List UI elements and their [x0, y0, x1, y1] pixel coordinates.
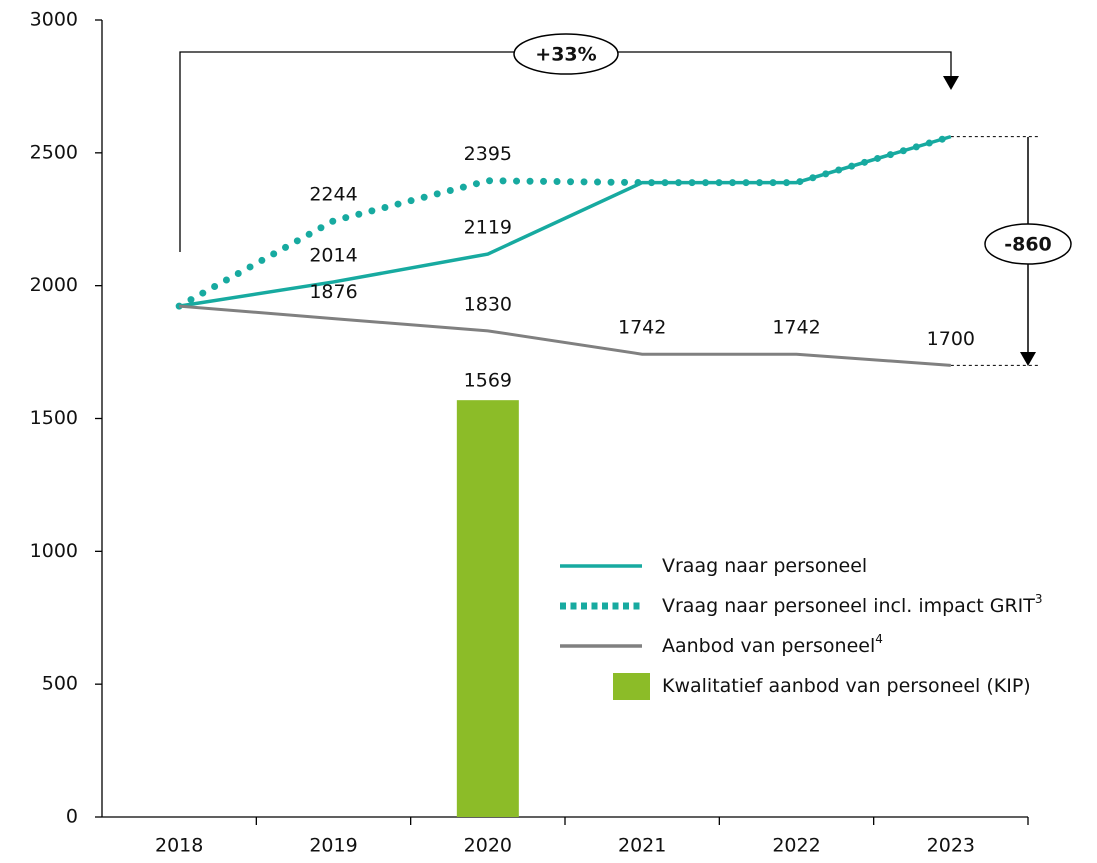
annotation-bubble	[513, 33, 619, 75]
y-tick-label: 1500	[30, 407, 78, 429]
data-label: 2244	[309, 183, 357, 205]
annotation: +33%	[535, 44, 596, 66]
arrow-head	[1020, 352, 1036, 366]
data-label: 2014	[309, 244, 357, 266]
data-label: 1700	[927, 328, 975, 350]
data-label: 1569	[464, 370, 512, 392]
y-tick-label: 0	[66, 806, 78, 828]
data-label: 2119	[464, 217, 512, 239]
legend-name: Aanbod van personeel	[662, 635, 875, 657]
x-tick-label: 2022	[772, 835, 820, 857]
line	[175, 133, 955, 310]
x-tick-label: 2020	[464, 835, 512, 857]
legend-label: Vraag naar personeel	[662, 555, 867, 577]
line	[179, 304, 951, 367]
data-label: 1742	[618, 317, 666, 339]
line	[178, 134, 952, 308]
bracket	[179, 51, 952, 252]
legend-name: Kwalitatief aanbod van personeel (KIP)	[662, 675, 1031, 697]
data-label: 2395	[464, 143, 512, 165]
legend-label: Kwalitatief aanbod van personeel (KIP)	[662, 675, 1031, 697]
legend-swatch	[613, 673, 650, 700]
legend-footnote: 3	[1035, 592, 1043, 606]
y-tick-label: 2500	[30, 141, 78, 163]
legend-label: Vraag naar personeel incl. impact GRIT3	[662, 592, 1043, 617]
legend-name: Vraag naar personeel	[662, 555, 867, 577]
data-label: 1876	[309, 281, 357, 303]
legend-name: Vraag naar personeel incl. impact GRIT	[662, 595, 1035, 617]
y-tick-label: 500	[42, 673, 78, 695]
x-tick-label: 2023	[927, 835, 975, 857]
x-tick-label: 2019	[309, 835, 357, 857]
bar	[456, 400, 519, 817]
arrow-head	[943, 76, 959, 90]
x-tick-label: 2021	[618, 835, 666, 857]
y-tick-label: 1000	[30, 540, 78, 562]
y-tick-label: 2000	[30, 274, 78, 296]
data-label: 1742	[772, 317, 820, 339]
legend-label: Aanbod van personeel4	[662, 632, 883, 657]
data-label: 1830	[464, 293, 512, 315]
legend-footnote: 4	[875, 632, 883, 646]
annotation-bubble	[984, 223, 1072, 265]
y-tick-label: 3000	[30, 9, 78, 31]
annotation: -860	[1004, 234, 1052, 256]
x-tick-label: 2018	[155, 835, 203, 857]
annotations: +33% -860	[179, 33, 1072, 366]
